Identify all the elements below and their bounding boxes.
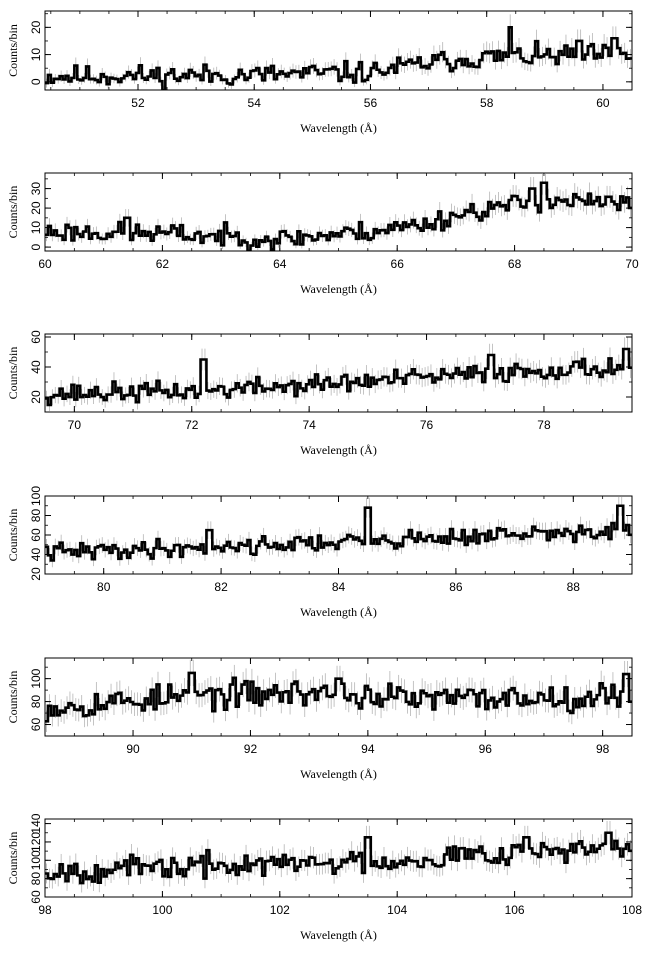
panel-1: 52 54 56 58 60 0 10 20 Wavelength (Å) Counts/bin [6,10,633,135]
y-tick-label: 80 [29,509,43,523]
x-tick-label: 92 [244,742,258,756]
y-tick-label: 120 [29,832,43,852]
data-area [45,821,632,893]
x-tick-label: 76 [420,418,434,432]
data-area [45,174,632,251]
y-axis-title: Counts/bin [6,186,20,239]
x-axis-title: Wavelength (Å) [300,121,377,135]
data-area [45,337,632,411]
panel-6: 98 100 102 104 106 1086080100120140Wavelength… [6,813,642,942]
x-tick-label: 88 [567,580,581,594]
x-tick-label: 94 [361,742,375,756]
y-tick-label: 40 [29,360,43,374]
x-axis-title: Wavelength (Å) [300,767,377,781]
data-area [45,497,632,568]
y-tick-label: 10 [29,221,43,235]
y-tick-label: 60 [29,528,43,542]
x-tick-label: 102 [270,903,290,917]
spectrum-series [45,831,632,885]
panel-4: 80 82 84 86 88 20 40 60 80 100 Wavelength (Å) Count… [6,486,633,619]
y-tick-label: 40 [29,548,43,562]
x-tick-label: 82 [214,580,228,594]
data-area [45,14,632,90]
y-tick-label: 140 [29,813,43,833]
x-tick-label: 108 [622,903,642,917]
x-tick-label: 70 [625,257,639,271]
panel-2: 60 62 64 66 68 70 0 10 20 30 Wavelength (Å) Counts/… [6,172,639,296]
plot-frame [44,10,633,91]
x-tick-label: 74 [302,418,316,432]
y-tick-label: 20 [29,20,43,34]
y-tick-label: 100 [29,486,43,506]
y-tick-label: 80 [29,872,43,886]
spectrum-series [45,671,632,723]
x-tick-label: 96 [479,742,493,756]
x-tick-label: 86 [449,580,463,594]
y-tick-label: 60 [29,718,43,732]
x-tick-label: 60 [38,257,52,271]
x-tick-label: 60 [596,96,610,110]
y-tick-label: 80 [29,695,43,709]
y-tick-label: 20 [29,201,43,215]
x-tick-label: 104 [387,903,407,917]
x-axis-title: Wavelength (Å) [300,928,377,942]
y-axis-title: Counts/bin [6,671,20,724]
y-tick-label: 10 [29,48,43,62]
x-tick-label: 98 [38,903,52,917]
x-tick-label: 56 [364,96,378,110]
spectrum-series [45,504,632,562]
y-axis-title: Counts/bin [6,832,20,885]
x-tick-label: 58 [480,96,494,110]
x-axis-title: Wavelength (Å) [300,282,377,296]
spectrum-series [45,181,632,251]
x-tick-label: 54 [248,96,262,110]
x-tick-label: 72 [185,418,199,432]
plot-frame [44,495,633,575]
x-tick-label: 62 [156,257,170,271]
data-area [45,659,632,733]
y-tick-label: 0 [29,78,43,85]
x-tick-label: 70 [68,418,82,432]
x-tick-label: 66 [391,257,405,271]
y-tick-label: 30 [29,182,43,196]
y-tick-label: 20 [29,567,43,581]
x-tick-label: 106 [505,903,525,917]
x-tick-label: 80 [97,580,111,594]
spectrum-series [45,347,632,407]
y-axis-title: Counts/bin [6,509,20,562]
panel-5: 90 92 94 96 98 60 80 100 Wavelength (Å) Counts/bi… [6,657,633,781]
y-axis-title: Counts/bin [6,24,20,77]
x-tick-label: 78 [537,418,551,432]
y-tick-label: 20 [29,390,43,404]
y-tick-label: 100 [29,668,43,688]
x-axis-title: Wavelength (Å) [300,443,377,457]
panel-3: 70 72 74 76 78 20 40 60 Wavelength (Å) Counts/bin [6,330,633,457]
y-tick-label: 60 [29,330,43,344]
y-tick-label: 100 [29,850,43,870]
y-axis-title: Counts/bin [6,347,20,400]
plot-frame [44,333,633,413]
x-tick-label: 52 [131,96,145,110]
spectrum-series [45,26,632,90]
y-tick-label: 60 [29,890,43,904]
y-tick-label: 0 [29,243,43,250]
x-tick-label: 64 [273,257,287,271]
x-tick-label: 100 [152,903,172,917]
x-tick-label: 98 [596,742,610,756]
x-tick-label: 68 [508,257,522,271]
x-tick-label: 90 [126,742,140,756]
x-tick-label: 84 [332,580,346,594]
x-axis-title: Wavelength (Å) [300,605,377,619]
